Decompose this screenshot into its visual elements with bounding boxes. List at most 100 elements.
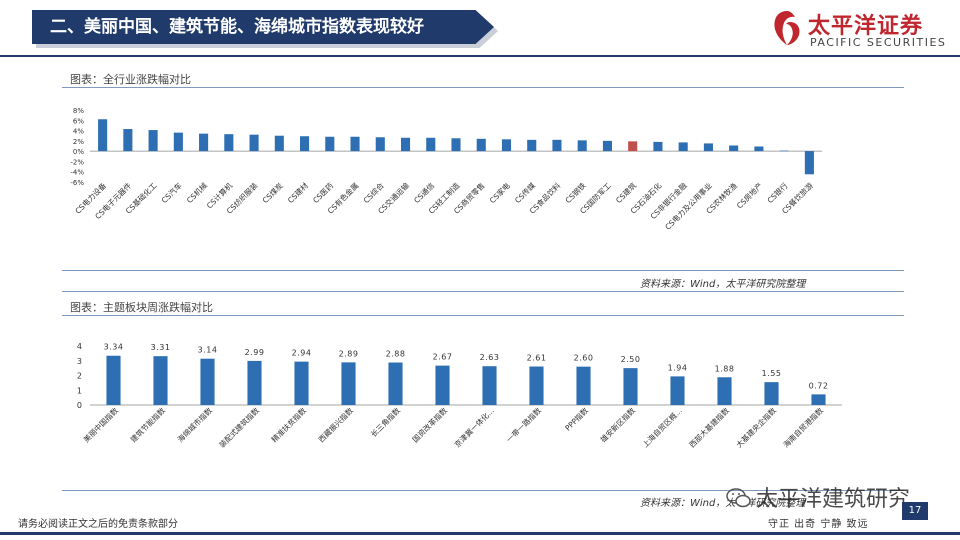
bar [123, 129, 133, 152]
bar [153, 356, 168, 405]
page-number: 17 [902, 502, 928, 520]
y-tick-label: 2% [73, 138, 84, 146]
bar [249, 134, 259, 152]
bar [426, 137, 436, 152]
y-tick-label: 3 [77, 357, 82, 366]
data-label: 1.94 [668, 363, 688, 372]
watermark-text: 太平洋建筑研究 [756, 487, 911, 512]
y-tick-label: -4% [70, 169, 84, 177]
logo: 太平洋证券 PACIFIC SECURITIES [770, 6, 955, 52]
bar [811, 394, 826, 405]
header-divider [0, 55, 960, 57]
x-tick-label: 京津冀一体化... [452, 405, 496, 449]
x-tick-label: 大基建央企指数 [734, 405, 779, 450]
bar [501, 139, 512, 152]
data-label: 2.88 [386, 350, 406, 359]
x-tick-label: 美丽中国指数 [81, 405, 120, 444]
y-tick-label: 4 [77, 342, 82, 351]
x-tick-label: 上海自贸区概... [640, 405, 684, 449]
bar [98, 119, 108, 152]
bar [670, 376, 685, 405]
bar [375, 137, 385, 152]
x-tick-label: CS综合 [361, 180, 386, 205]
x-tick-label: 建筑节能指数 [128, 405, 167, 444]
data-label: 2.99 [245, 348, 265, 357]
data-label: 2.94 [292, 349, 312, 358]
x-tick-label: CS家电 [487, 180, 512, 205]
bar [717, 377, 732, 405]
x-tick-label: 西部大基建指数 [687, 405, 732, 450]
footer-disclaimer: 请务必阅读正文之后的免责条款部分 [18, 519, 178, 530]
x-tick-label: 一带一路指数 [504, 405, 543, 444]
data-label: 2.50 [621, 355, 641, 364]
chart1-source: 资料来源：Wind，太平洋研究院整理 [640, 279, 806, 290]
x-tick-label: CS汽车 [159, 180, 184, 205]
title-bar [32, 10, 494, 44]
x-tick-label: 长三角指数 [368, 405, 402, 439]
data-label: 3.14 [198, 346, 218, 355]
y-tick-label: -6% [70, 179, 84, 187]
chart2-title-divider [62, 315, 904, 316]
bar [602, 140, 612, 152]
data-label: 2.63 [480, 353, 500, 362]
bar [729, 145, 739, 152]
bar [247, 360, 262, 405]
x-tick-label: 国资改革指数 [410, 405, 449, 444]
chart2-svg: 4 3 2 1 0 3.34 美丽中国指数 3.31 建筑节能指数 3.14 海绵城市指数 2.99 装… [77, 342, 842, 450]
chart1-bottom-divider [62, 291, 904, 292]
x-tick-label: CS传媒 [512, 180, 537, 205]
x-tick-label: 精准扶贫指数 [269, 405, 308, 444]
bar [294, 361, 309, 405]
bar [224, 134, 234, 152]
bar [325, 136, 335, 152]
y-tick-label: 2 [77, 372, 82, 381]
x-tick-label: PPP指数 [563, 405, 591, 433]
bar [678, 142, 688, 152]
x-tick-label: CS钢铁 [563, 180, 588, 205]
bar [623, 368, 638, 405]
bar [764, 382, 779, 405]
bar [754, 146, 764, 152]
x-tick-label: CS通信 [411, 180, 436, 205]
x-tick-label: CS房地产 [734, 180, 764, 210]
logo-text-en: PACIFIC SECURITIES [810, 36, 947, 49]
bar [350, 136, 360, 152]
bar [400, 137, 411, 152]
bar [435, 365, 450, 405]
bar [476, 138, 486, 152]
data-label: 1.55 [762, 369, 782, 378]
x-tick-label: 海南自贸港指数 [781, 405, 826, 450]
bar [628, 141, 638, 152]
data-label: 3.34 [104, 343, 124, 352]
x-tick-label: CS银行 [765, 180, 790, 205]
data-label: 3.31 [151, 343, 171, 352]
x-tick-label: CS机械 [184, 180, 209, 205]
bar [482, 366, 497, 405]
x-tick-label: CS医药 [310, 180, 335, 205]
bar [703, 143, 713, 152]
bar [577, 140, 587, 152]
logo-text-cn: 太平洋证券 [808, 14, 924, 39]
bar [804, 151, 814, 175]
footer-motto: 守正 出奇 宁静 致远 [768, 519, 869, 530]
page-title: 二、美丽中国、建筑节能、海绵城市指数表现较好 [50, 17, 424, 37]
y-tick-label: -2% [70, 158, 84, 166]
wechat-icon [726, 488, 751, 508]
data-label: 2.67 [433, 353, 453, 362]
chart2-source-divider [62, 490, 904, 491]
x-tick-label: CS建材 [285, 180, 310, 205]
data-label: 2.61 [527, 354, 547, 363]
bar [653, 141, 663, 152]
chart1-title: 图表：全行业涨跌幅对比 [70, 73, 191, 86]
y-tick-label: 0 [77, 401, 82, 410]
data-label: 2.60 [574, 354, 594, 363]
data-label: 0.72 [809, 381, 829, 390]
bar [451, 138, 461, 152]
bar [388, 362, 403, 405]
x-tick-label: 雄安新区指数 [598, 405, 637, 444]
bar [779, 150, 789, 152]
x-tick-label: CS煤炭 [260, 180, 285, 205]
company-logo-icon [774, 11, 800, 45]
bar [552, 139, 562, 152]
